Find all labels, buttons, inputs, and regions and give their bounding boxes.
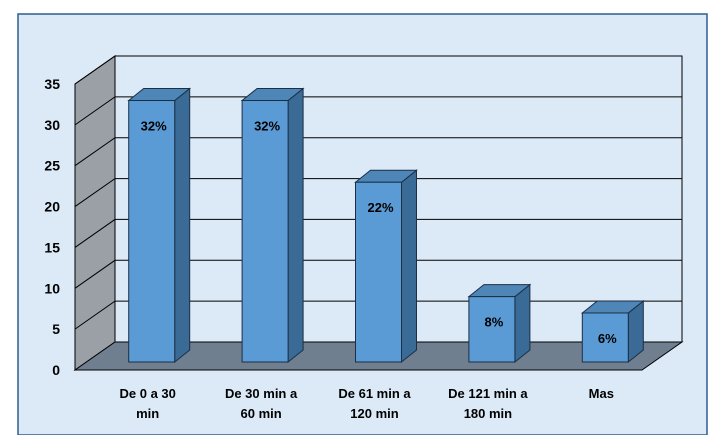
data-label: 32% xyxy=(141,119,167,134)
y-tick-label: 5 xyxy=(52,321,60,337)
data-label: 22% xyxy=(367,200,393,215)
bar-side xyxy=(514,283,531,364)
bar xyxy=(127,87,192,364)
gridline xyxy=(74,178,682,207)
y-tick-label: 15 xyxy=(44,239,60,255)
x-category-label: min xyxy=(136,406,159,421)
bar-side xyxy=(287,87,304,364)
y-tick-label: 35 xyxy=(44,76,60,92)
bar-front xyxy=(468,296,516,363)
bar-side xyxy=(401,169,417,364)
gridline xyxy=(74,218,682,248)
bar-front xyxy=(128,100,176,363)
gridline xyxy=(74,259,682,289)
gridline xyxy=(74,55,682,85)
x-category-label: De 30 min a xyxy=(225,386,298,401)
bar xyxy=(240,87,305,364)
x-category-label: 120 min xyxy=(350,406,398,421)
y-tick-label: 30 xyxy=(44,117,60,133)
bar xyxy=(580,299,645,364)
gridline xyxy=(74,96,682,126)
bar-front xyxy=(581,312,629,363)
bar-front xyxy=(241,100,289,363)
x-category-label: De 61 min a xyxy=(338,386,411,401)
x-category-label: De 0 a 30 xyxy=(120,386,176,401)
y-tick-label: 25 xyxy=(44,158,60,174)
left-wall xyxy=(74,55,116,371)
data-label: 6% xyxy=(598,331,617,346)
y-tick-label: 10 xyxy=(44,280,60,296)
data-label: 32% xyxy=(254,119,280,134)
x-category-label: De 121 min a xyxy=(448,386,528,401)
bar xyxy=(354,169,418,364)
gridline xyxy=(74,137,682,167)
data-label: 8% xyxy=(485,315,504,330)
x-category-label: 180 min xyxy=(464,406,512,421)
x-category-label: Mas xyxy=(589,386,614,401)
bar xyxy=(467,283,532,364)
x-category-label: 60 min xyxy=(241,406,282,421)
y-tick-label: 20 xyxy=(44,199,60,215)
bar-side xyxy=(174,87,191,364)
bar-front xyxy=(355,181,402,363)
y-tick-label: 0 xyxy=(52,362,60,378)
